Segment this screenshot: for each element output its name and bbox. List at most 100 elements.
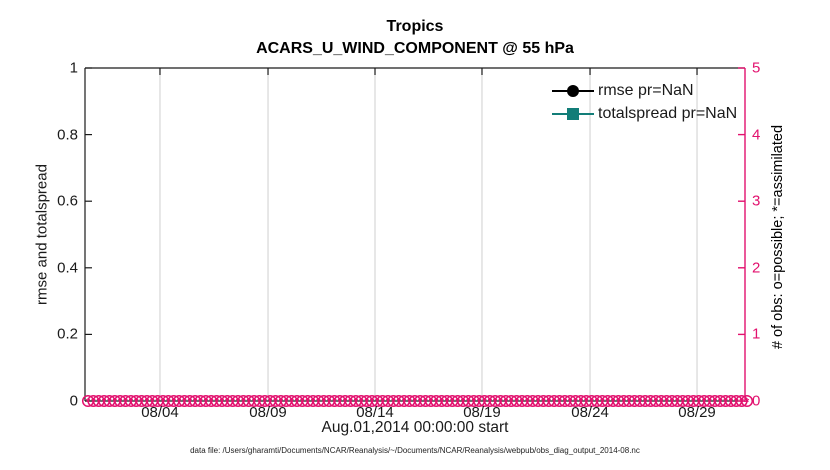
obs-assimilated-marker: * <box>520 397 525 409</box>
obs-assimilated-marker: * <box>145 397 150 409</box>
obs-assimilated-marker: * <box>311 397 316 409</box>
obs-assimilated-marker: * <box>477 397 482 409</box>
obs-assimilated-marker: * <box>664 397 669 409</box>
obs-assimilated-marker: * <box>622 397 627 409</box>
obs-assimilated-marker: * <box>295 397 300 409</box>
obs-assimilated-marker: * <box>434 397 439 409</box>
obs-assimilated-marker: * <box>525 397 530 409</box>
obs-assimilated-marker: * <box>702 397 707 409</box>
obs-assimilated-marker: * <box>488 397 493 409</box>
legend-sample-line <box>552 107 594 121</box>
obs-assimilated-marker: * <box>139 397 144 409</box>
obs-assimilated-marker: * <box>456 397 461 409</box>
obs-assimilated-marker: * <box>461 397 466 409</box>
obs-assimilated-marker: * <box>681 397 686 409</box>
obs-assimilated-marker: * <box>638 397 643 409</box>
y-tick-label-left: 0.6 <box>57 192 78 210</box>
obs-assimilated-marker: * <box>734 397 739 409</box>
y-tick-label-right: 4 <box>752 126 761 144</box>
obs-possible-marker <box>735 394 748 408</box>
obs-assimilated-marker: * <box>547 397 552 409</box>
obs-assimilated-marker: * <box>686 397 691 409</box>
obs-assimilated-marker: * <box>579 397 584 409</box>
obs-assimilated-marker: * <box>573 397 578 409</box>
obs-assimilated-marker: * <box>418 397 423 409</box>
circle-marker-icon <box>567 84 579 97</box>
data-file-caption: data file: /Users/gharamti/Documents/NCA… <box>190 446 640 455</box>
obs-assimilated-marker: * <box>113 397 118 409</box>
obs-assimilated-marker: * <box>263 397 268 409</box>
obs-assimilated-marker: * <box>198 397 203 409</box>
obs-assimilated-marker: * <box>745 397 750 409</box>
obs-assimilated-marker: * <box>536 397 541 409</box>
legend-label: rmse pr=NaN <box>598 81 694 99</box>
obs-assimilated-marker: * <box>552 397 557 409</box>
obs-assimilated-marker: * <box>364 397 369 409</box>
obs-assimilated-marker: * <box>338 397 343 409</box>
obs-assimilated-marker: * <box>600 397 605 409</box>
y-tick-label-right: 3 <box>752 192 761 210</box>
obs-assimilated-marker: * <box>407 397 412 409</box>
obs-assimilated-marker: * <box>531 397 536 409</box>
obs-assimilated-marker: * <box>381 397 386 409</box>
x-tick-label: 08/29 <box>678 404 716 421</box>
y-tick-label-right: 1 <box>752 325 761 343</box>
y-tick-label-left: 0.2 <box>57 325 78 343</box>
obs-assimilated-marker: * <box>97 397 102 409</box>
x-tick-label: 08/14 <box>356 404 394 421</box>
obs-assimilated-marker: * <box>279 397 284 409</box>
obs-assimilated-marker: * <box>359 397 364 409</box>
obs-assimilated-marker: * <box>134 397 139 409</box>
obs-assimilated-marker: * <box>450 397 455 409</box>
x-tick-label: 08/19 <box>463 404 501 421</box>
obs-assimilated-marker: * <box>316 397 321 409</box>
obs-assimilated-marker: * <box>118 397 123 409</box>
obs-assimilated-marker: * <box>697 397 702 409</box>
obs-assimilated-marker: * <box>209 397 214 409</box>
obs-assimilated-marker: * <box>204 397 209 409</box>
obs-assimilated-marker: * <box>514 397 519 409</box>
obs-assimilated-marker: * <box>627 397 632 409</box>
obs-assimilated-marker: * <box>156 397 161 409</box>
obs-assimilated-marker: * <box>375 397 380 409</box>
square-marker-icon <box>567 107 579 120</box>
obs-assimilated-marker: * <box>498 397 503 409</box>
obs-assimilated-marker: * <box>632 397 637 409</box>
obs-assimilated-marker: * <box>386 397 391 409</box>
obs-assimilated-marker: * <box>354 397 359 409</box>
obs-assimilated-marker: * <box>472 397 477 409</box>
obs-assimilated-marker: * <box>252 397 257 409</box>
obs-assimilated-marker: * <box>616 397 621 409</box>
obs-assimilated-marker: * <box>541 397 546 409</box>
obs-assimilated-marker: * <box>439 397 444 409</box>
obs-assimilated-marker: * <box>129 397 134 409</box>
obs-assimilated-marker: * <box>370 397 375 409</box>
x-tick-label: 08/24 <box>571 404 609 421</box>
obs-assimilated-marker: * <box>563 397 568 409</box>
obs-assimilated-marker: * <box>740 397 745 409</box>
obs-assimilated-marker: * <box>670 397 675 409</box>
x-tick-label: 08/09 <box>249 404 287 421</box>
obs-assimilated-marker: * <box>343 397 348 409</box>
y-tick-label-left: 0 <box>69 392 78 410</box>
obs-assimilated-marker: * <box>182 397 187 409</box>
obs-assimilated-marker: * <box>236 397 241 409</box>
legend-label: totalspread pr=NaN <box>598 104 738 122</box>
obs-assimilated-marker: * <box>322 397 327 409</box>
y-tick-label-right: 5 <box>752 59 761 77</box>
chart-title-line1: Tropics <box>386 18 444 35</box>
obs-assimilated-marker: * <box>402 397 407 409</box>
obs-assimilated-marker: * <box>466 397 471 409</box>
chart-title-line2: ACARS_U_WIND_COMPONENT @ 55 hPa <box>256 40 574 57</box>
obs-assimilated-marker: * <box>718 397 723 409</box>
obs-assimilated-marker: * <box>595 397 600 409</box>
obs-assimilated-marker: * <box>289 397 294 409</box>
obs-assimilated-marker: * <box>86 397 91 409</box>
obs-assimilated-marker: * <box>584 397 589 409</box>
obs-assimilated-marker: * <box>691 397 696 409</box>
obs-assimilated-marker: * <box>225 397 230 409</box>
legend-item-totalspread: totalspread pr=NaN <box>552 102 737 125</box>
obs-assimilated-marker: * <box>284 397 289 409</box>
